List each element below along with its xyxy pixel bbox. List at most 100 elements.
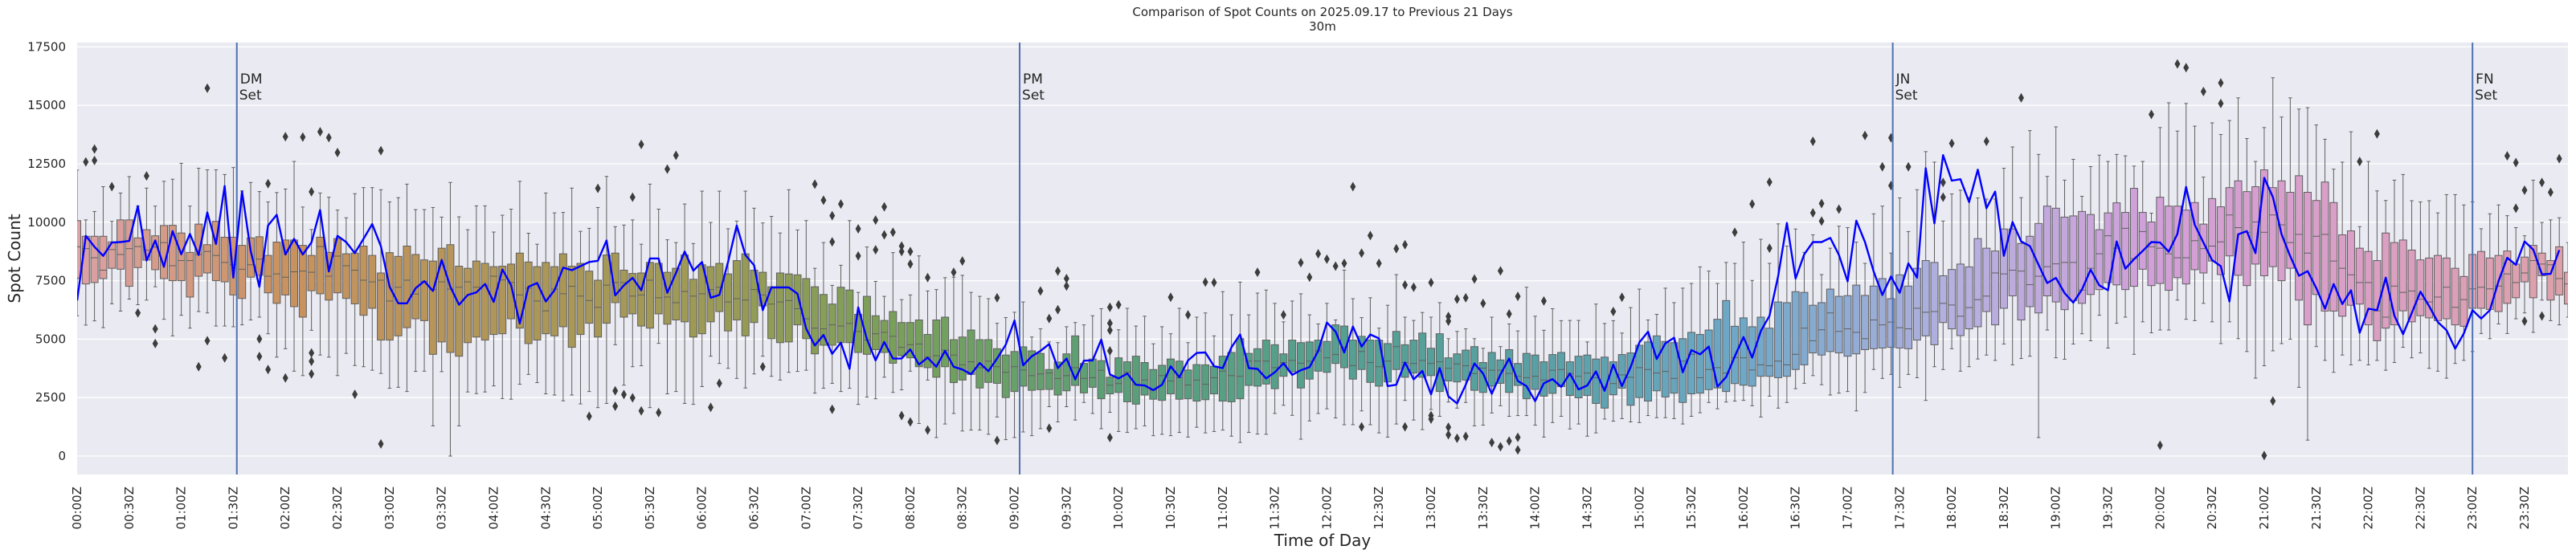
box-15 [203, 169, 212, 314]
box-iqr [802, 278, 811, 340]
box-iqr [2529, 245, 2537, 299]
box-iqr [811, 286, 820, 355]
box-iqr [724, 273, 733, 332]
outlier-point [256, 351, 263, 361]
box-153 [1400, 316, 1409, 401]
box-iqr [2129, 188, 2138, 287]
outlier-point [1341, 259, 1347, 269]
box-230 [2069, 158, 2078, 345]
outlier-point [925, 272, 931, 283]
box-199 [1800, 251, 1809, 384]
box-38 [403, 183, 411, 393]
box-iqr [2147, 221, 2156, 287]
box-iqr [2521, 256, 2529, 283]
box-201 [1818, 274, 1826, 385]
box-iqr [567, 266, 576, 348]
box-iqr [264, 255, 272, 294]
outlier-point [838, 199, 844, 210]
box-240 [2156, 127, 2165, 331]
vertical-marker-label: Set [1022, 88, 1045, 104]
outlier-point [620, 389, 627, 400]
box-iqr [2303, 192, 2312, 326]
outlier-point [1332, 261, 1339, 271]
outlier-point [1106, 318, 1113, 328]
box-iqr [428, 260, 437, 355]
x-tick-label: 18:30Z [1997, 487, 2011, 530]
box-77 [741, 190, 750, 389]
box-iqr [2104, 212, 2112, 283]
box-iqr [1852, 284, 1861, 355]
box-iqr [168, 225, 177, 282]
outlier-point [829, 210, 836, 221]
box-182 [1652, 314, 1661, 418]
box-280 [2503, 215, 2512, 334]
outlier-point [898, 241, 905, 251]
outlier-point [1254, 267, 1261, 278]
box-iqr [1418, 332, 1427, 378]
box-iqr [247, 237, 256, 278]
box-64 [628, 219, 637, 368]
outlier-point [829, 404, 836, 414]
box-iqr [1453, 353, 1462, 383]
box-iqr [741, 253, 750, 336]
box-iqr [1834, 295, 1843, 354]
box-145 [1331, 320, 1340, 419]
box-216 [1948, 193, 1957, 349]
outlier-point [378, 145, 384, 156]
x-tick-label: 12:30Z [1372, 487, 1386, 530]
box-20 [247, 181, 256, 321]
box-137 [1261, 289, 1270, 435]
x-tick-label: 15:00Z [1632, 487, 1646, 530]
box-iqr [1001, 354, 1010, 398]
outlier-point [2513, 203, 2519, 214]
outlier-point [2174, 59, 2181, 69]
box-219 [1973, 198, 1982, 360]
box-iqr [2459, 275, 2468, 327]
box-iqr [341, 253, 350, 299]
box-iqr [2564, 271, 2568, 305]
box-55 [550, 212, 559, 396]
box-iqr [819, 294, 828, 346]
box-1 [81, 219, 90, 326]
box-iqr [160, 225, 168, 279]
outlier-point [907, 246, 914, 257]
box-iqr [2407, 249, 2416, 323]
box-157 [1435, 302, 1444, 417]
box-iqr [77, 220, 81, 279]
box-92 [871, 280, 880, 400]
box-iqr [1791, 291, 1800, 370]
x-tick-label: 22:30Z [2413, 487, 2427, 530]
box-iqr [480, 263, 489, 341]
outlier-point [829, 237, 836, 247]
box-iqr [594, 279, 603, 338]
box-iqr [637, 272, 646, 327]
box-108 [1010, 312, 1019, 438]
box-87 [828, 284, 836, 384]
box-iqr [2512, 263, 2521, 299]
x-tick-label: 17:00Z [1840, 487, 1854, 530]
box-iqr [2078, 210, 2087, 304]
box-35 [377, 189, 386, 374]
x-tick-label: 19:00Z [2049, 487, 2063, 530]
y-axis-ticks: 0 2500 5000 7500 10000 12500 15000 17500 [27, 39, 66, 463]
outlier-point [2539, 177, 2545, 188]
today-line-layer [77, 153, 2561, 405]
x-tick-label: 10:00Z [1111, 487, 1126, 530]
box-221 [1991, 198, 2000, 361]
box-277 [2477, 228, 2485, 334]
box-iqr [663, 271, 672, 325]
box-184 [1670, 302, 1678, 419]
chart-subtitle: 30m [1309, 19, 1336, 34]
outlier-point [1185, 310, 1192, 320]
box-45 [464, 229, 472, 393]
box-iqr [2156, 197, 2165, 284]
box-190 [1722, 262, 1731, 403]
y-tick-label: 17500 [27, 39, 66, 54]
box-iqr [385, 252, 394, 341]
box-24 [281, 188, 290, 349]
outlier-point [1940, 192, 1946, 202]
box-iqr [1999, 228, 2008, 309]
box-170 [1548, 308, 1557, 423]
box-iqr [298, 245, 307, 318]
